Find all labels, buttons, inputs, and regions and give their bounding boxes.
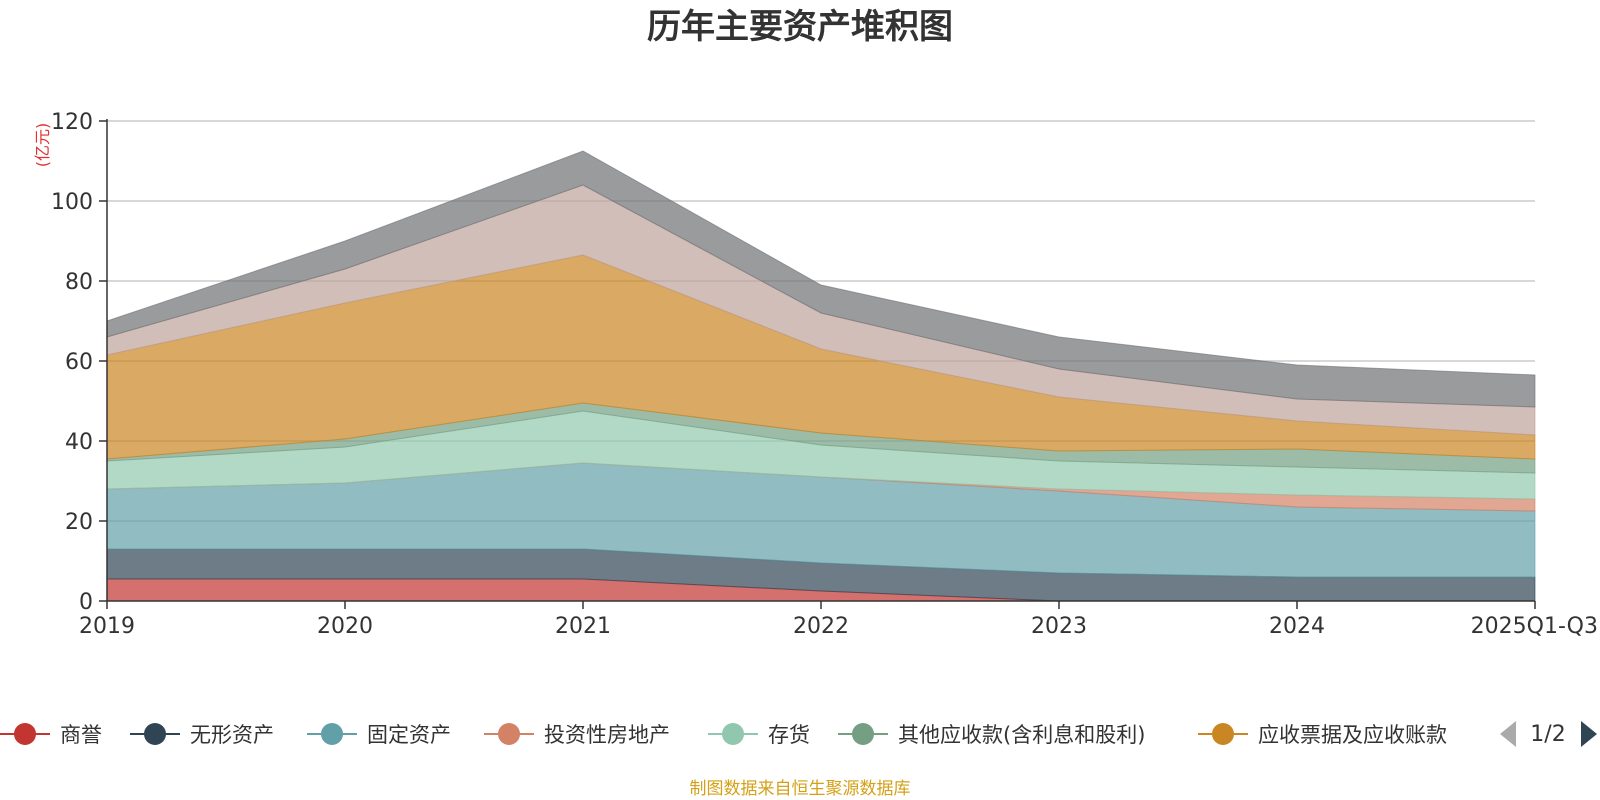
chart-title: 历年主要资产堆积图 — [647, 7, 953, 47]
legend-dot-icon — [498, 723, 520, 745]
legend-dot-icon — [722, 723, 744, 745]
legend-item[interactable]: 其他应收款(含利息和股利) — [838, 723, 1145, 747]
legend-label: 存货 — [768, 723, 810, 747]
y-tick-label: 20 — [65, 510, 93, 535]
legend-dot-icon — [14, 723, 36, 745]
legend-dot-icon — [321, 723, 343, 745]
legend-dot-icon — [144, 723, 166, 745]
legend-label: 固定资产 — [367, 723, 451, 747]
legend-label: 其他应收款(含利息和股利) — [898, 723, 1145, 747]
y-tick-label: 120 — [51, 110, 93, 135]
legend-item[interactable]: 无形资产 — [130, 723, 274, 747]
y-tick-label: 100 — [51, 190, 93, 215]
legend-item[interactable]: 商誉 — [0, 723, 102, 747]
y-tick-label: 80 — [65, 270, 93, 295]
area-series-group — [106, 150, 1536, 602]
legend-next-page-icon[interactable] — [1581, 721, 1597, 747]
legend: 商誉 无形资产 固定资产 投资性房地产 存货 其他应收款(含利息和股利) 应收票据及应收账款 — [0, 723, 1447, 747]
legend-label: 应收票据及应收账款 — [1258, 723, 1447, 747]
area-series[interactable] — [106, 150, 1536, 408]
legend-label: 无形资产 — [190, 723, 274, 747]
legend-item[interactable]: 存货 — [708, 723, 810, 747]
y-tick-label: 0 — [79, 590, 93, 615]
legend-dot-icon — [852, 723, 874, 745]
y-tick-label: 60 — [65, 350, 93, 375]
legend-label: 投资性房地产 — [544, 723, 670, 747]
x-tick-label: 2024 — [1269, 614, 1325, 639]
x-tick-label: 2023 — [1031, 614, 1087, 639]
legend-page-indicator: 1/2 — [1530, 722, 1565, 747]
y-axis-unit-label: (亿元) — [33, 123, 52, 168]
x-tick-label: 2019 — [79, 614, 135, 639]
legend-label: 商誉 — [60, 723, 102, 747]
legend-item[interactable]: 应收票据及应收账款 — [1198, 723, 1447, 747]
source-note: 制图数据来自恒生聚源数据库 — [690, 779, 911, 799]
axes: 0 20 40 60 80 100 120 2019 2020 2021 2022 2023 2024 2… — [51, 110, 1598, 639]
legend-dot-icon — [1212, 723, 1234, 745]
legend-pager: 1/2 — [1500, 721, 1597, 747]
x-tick-label: 2022 — [793, 614, 849, 639]
legend-item[interactable]: 固定资产 — [307, 723, 451, 747]
y-tick-label: 40 — [65, 430, 93, 455]
legend-prev-page-icon[interactable] — [1500, 721, 1516, 747]
legend-item[interactable]: 投资性房地产 — [484, 723, 670, 747]
x-tick-label: 2025Q1-Q3 — [1471, 614, 1598, 639]
x-tick-label: 2020 — [317, 614, 373, 639]
x-tick-label: 2021 — [555, 614, 611, 639]
